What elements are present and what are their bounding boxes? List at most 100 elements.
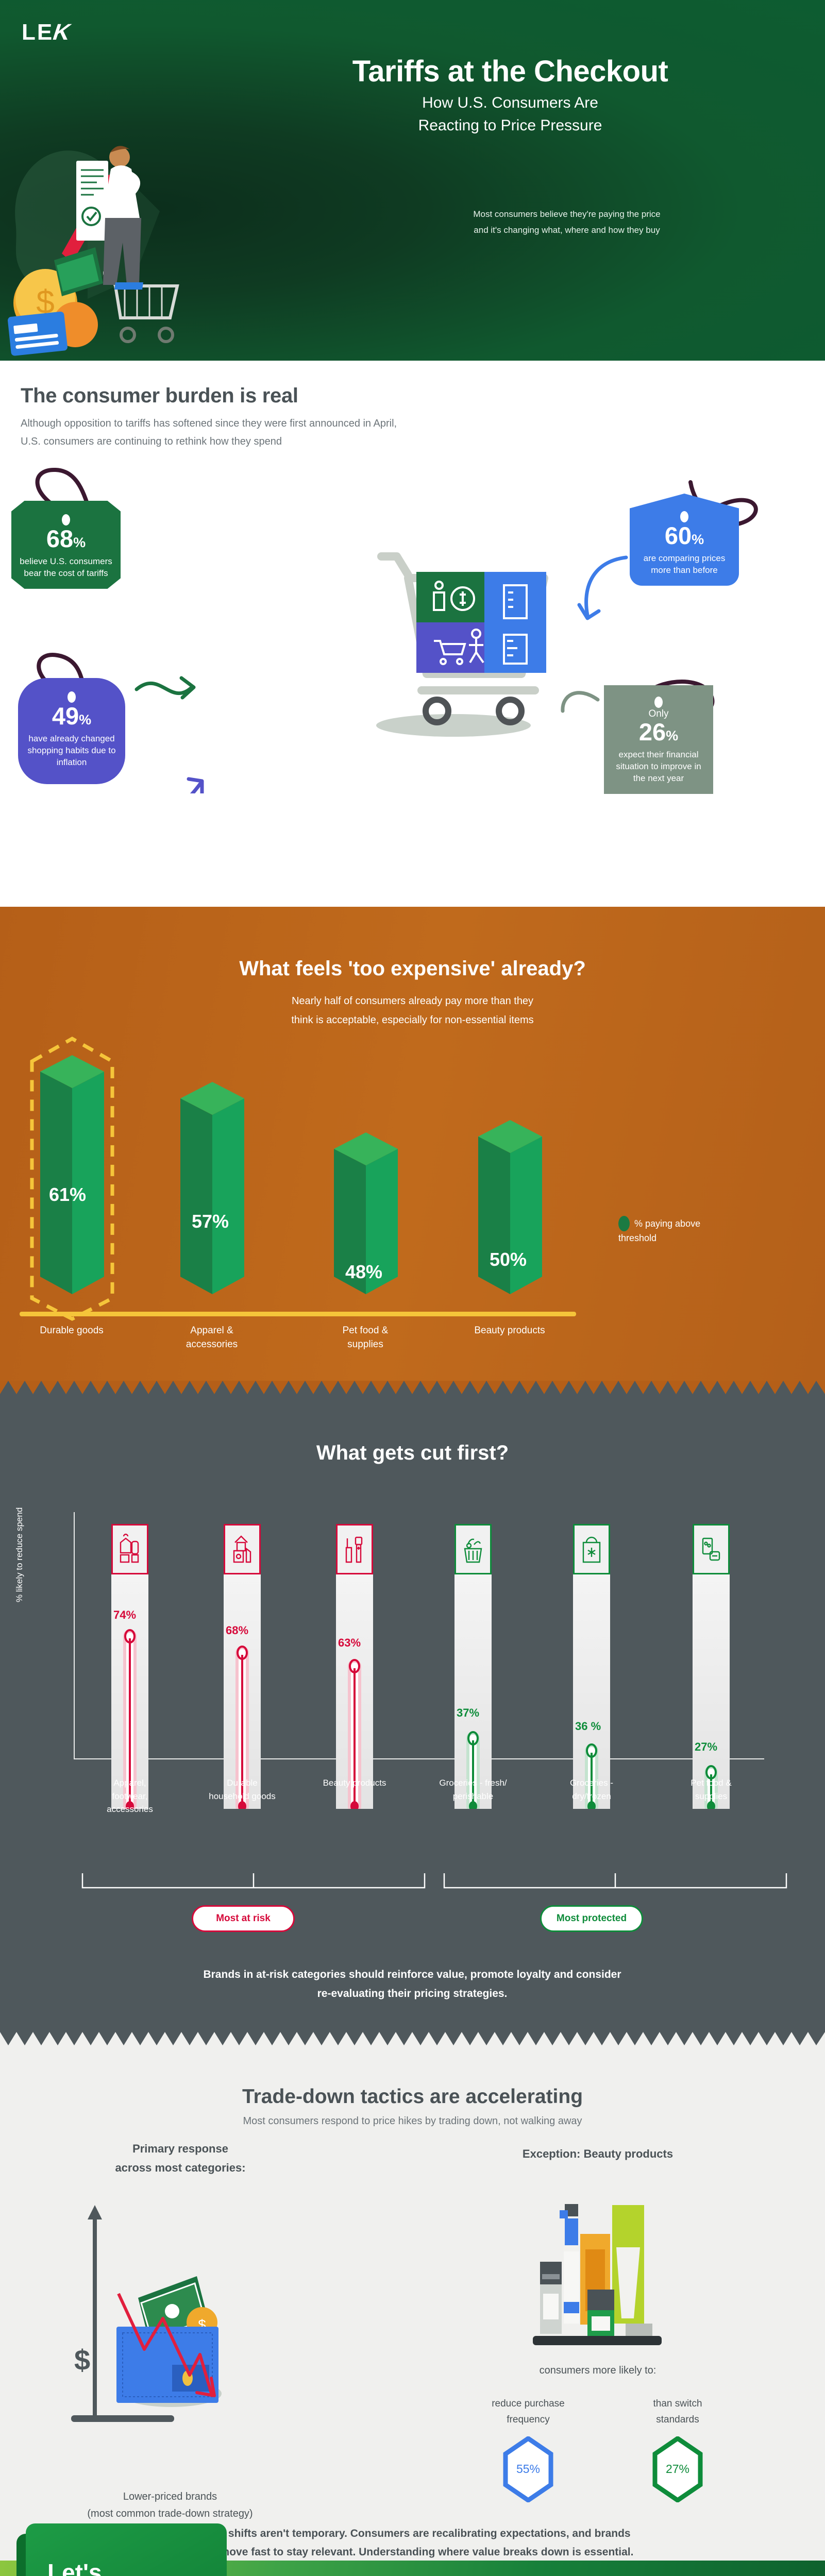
- hero-illustration: $: [8, 146, 179, 356]
- cutfirst-y-axis-label: % likely to reduce spend: [14, 1507, 24, 1602]
- pill-most-protected[interactable]: Most protected: [540, 1905, 643, 1932]
- cutfirst-footnote-line1: Brands in at-risk categories should rein…: [203, 1969, 621, 1980]
- stat-value-26: 26%: [638, 718, 679, 745]
- cutfirst-footnote: Brands in at-risk categories should rein…: [72, 1965, 752, 2004]
- fresh-produce-icon: [454, 1524, 492, 1574]
- hex-value-0: 55%: [516, 2462, 541, 2476]
- hexagon-shape-1: 27%: [652, 2435, 703, 2503]
- thermometer-value-2: 63%: [338, 1636, 361, 1649]
- thermometer-column-2: 63%: [336, 1524, 373, 1809]
- pill-most-at-risk[interactable]: Most at risk: [192, 1905, 295, 1932]
- tradedown-left-caption-line1: Lower-priced brands: [123, 2491, 217, 2502]
- group-brackets: [81, 1873, 787, 1889]
- tradedown-left-caption: Lower-priced brands (most common trade-d…: [31, 2488, 309, 2522]
- cta-bubble-text: Let's talk: [47, 2559, 102, 2576]
- hexagon-shape-0: 55%: [502, 2435, 554, 2503]
- cutfirst-category-5: Pet food & supplies: [691, 1778, 732, 1801]
- hexagon-icon: [503, 2435, 553, 2503]
- stat-tag-60: 60% are comparing prices more than befor…: [630, 494, 739, 586]
- stat-caption-26: expect their financial situation to impr…: [616, 749, 701, 783]
- stat-caption-60: are comparing prices more than before: [643, 553, 726, 575]
- expensive-bar-chart: [20, 1036, 576, 1321]
- beauty-products-illustration: [533, 2204, 662, 2345]
- stat-prefix-26: Only: [648, 708, 669, 719]
- bar-value-2: 48%: [345, 1261, 383, 1282]
- thermometer-value-4: 36 %: [575, 1720, 601, 1733]
- cutfirst-y-axis: [74, 1512, 75, 1759]
- thermometer-value-3: 37%: [457, 1706, 480, 1719]
- household-icon: [224, 1524, 261, 1574]
- cut-first-section: What gets cut first? % likely to reduce …: [0, 1381, 825, 2045]
- svg-text:$: $: [74, 2344, 90, 2376]
- thermometer-column-0: 74%: [111, 1524, 148, 1809]
- burden-heading: The consumer burden is real: [21, 384, 298, 407]
- hero-section: LEK $: [0, 0, 825, 361]
- zigzag-top-divider: [0, 1381, 825, 1394]
- frozen-bag-icon: [573, 1524, 610, 1574]
- expensive-subheading: Nearly half of consumers already pay mor…: [168, 992, 658, 1030]
- bar-category-1: Apparel & accessories: [186, 1325, 238, 1350]
- hex-label-0: reduce purchase frequency: [464, 2396, 593, 2428]
- thermometer-column-3: 37%: [454, 1524, 492, 1809]
- legend-label: % paying above threshold: [618, 1218, 701, 1243]
- consumer-burden-section: The consumer burden is real Although opp…: [0, 361, 825, 907]
- bar-category-2: Pet food & supplies: [342, 1325, 389, 1350]
- tradedown-sub: Most consumers respond to price hikes by…: [243, 2115, 582, 2127]
- cutfirst-category-3: Groceries - fresh/ perishable: [439, 1778, 507, 1801]
- hex-value-1: 27%: [665, 2462, 690, 2476]
- hexagon-icon: [652, 2435, 703, 2503]
- bar-value-0: 61%: [49, 1184, 87, 1205]
- hero-subtitle: How U.S. Consumers Are Reacting to Price…: [222, 92, 799, 137]
- stat-tag-68: 68% believe U.S. consumers bear the cost…: [11, 501, 121, 589]
- tradedown-right-intro: consumers more likely to:: [539, 2365, 656, 2376]
- thermometer-bar-2: [348, 1659, 361, 1809]
- burden-subheading: Although opposition to tariffs has softe…: [0, 415, 825, 451]
- beauty-icon: [336, 1524, 373, 1574]
- thermometer-column-5: 27%: [693, 1524, 730, 1809]
- too-expensive-section: What feels 'too expensive' already? Near…: [0, 907, 825, 1381]
- thermometer-column-1: 68%: [224, 1524, 261, 1809]
- hero-subtitle-line2: Reacting to Price Pressure: [418, 116, 602, 134]
- thermometer-bar-1: [235, 1646, 249, 1809]
- thermometer-bar-0: [123, 1629, 137, 1809]
- cutfirst-category-1: Durable household goods: [209, 1778, 276, 1801]
- bar-category-3: Beauty products: [474, 1325, 545, 1336]
- hero-title: Tariffs at the Checkout: [352, 55, 668, 88]
- tradedown-left-caption-line2: (most common trade-down strategy): [87, 2508, 253, 2519]
- hero-note: Most consumers believe they're paying th…: [361, 206, 773, 239]
- thermometer-bar-3: [466, 1731, 480, 1809]
- legend-swatch-icon: [618, 1216, 630, 1231]
- tradedown-left-heading: Primary response across most categories:: [67, 2139, 294, 2178]
- thermometer-value-0: 74%: [113, 1608, 137, 1621]
- cutfirst-category-2: Beauty products: [323, 1778, 386, 1788]
- burden-sub-line1: Although opposition to tariffs has softe…: [21, 418, 397, 429]
- cutfirst-heading: What gets cut first?: [316, 1442, 509, 1464]
- thermometer-bar-5: [704, 1765, 718, 1809]
- tradedown-closing: These shifts aren't temporary. Consumers…: [21, 2524, 804, 2561]
- stat-tag-49: 49% have already changed shopping habits…: [18, 678, 125, 784]
- hex-label-1-line1: than switch: [653, 2398, 702, 2409]
- thermometer-track-0: 74%: [111, 1574, 148, 1809]
- thermometer-track-1: 68%: [224, 1574, 261, 1809]
- stat-caption-68: believe U.S. consumers bear the cost of …: [20, 556, 112, 578]
- wallet-declining-chart: $ $: [71, 2205, 222, 2422]
- thermometer-column-4: 36 %: [573, 1524, 610, 1809]
- expensive-sub-line1: Nearly half of consumers already pay mor…: [291, 995, 534, 1007]
- hero-note-line1: Most consumers believe they're paying th…: [473, 209, 661, 219]
- thermometer-value-5: 27%: [695, 1740, 718, 1753]
- stat-tag-26: Only 26% expect their financial situatio…: [604, 685, 713, 794]
- bar-category-0: Durable goods: [40, 1325, 104, 1336]
- hex-label-0-line1: reduce purchase: [492, 2398, 565, 2409]
- hex-card-0: reduce purchase frequency 55%: [464, 2396, 593, 2503]
- burden-sub-line2: U.S. consumers are continuing to rethink…: [21, 436, 282, 447]
- tradedown-right-heading: Exception: Beauty products: [522, 2147, 674, 2160]
- expensive-sub-line2: think is acceptable, especially for non-…: [291, 1014, 534, 1026]
- stat-value-68: 68%: [46, 525, 86, 552]
- thermometer-track-5: 27%: [693, 1574, 730, 1809]
- pet-food-icon: [693, 1524, 730, 1574]
- bar-value-3: 50%: [490, 1249, 527, 1270]
- lek-logo: LEK: [22, 20, 76, 45]
- thermometer-track-3: 37%: [454, 1574, 492, 1809]
- cutfirst-footnote-line2: re-evaluating their pricing strategies.: [317, 1987, 508, 1999]
